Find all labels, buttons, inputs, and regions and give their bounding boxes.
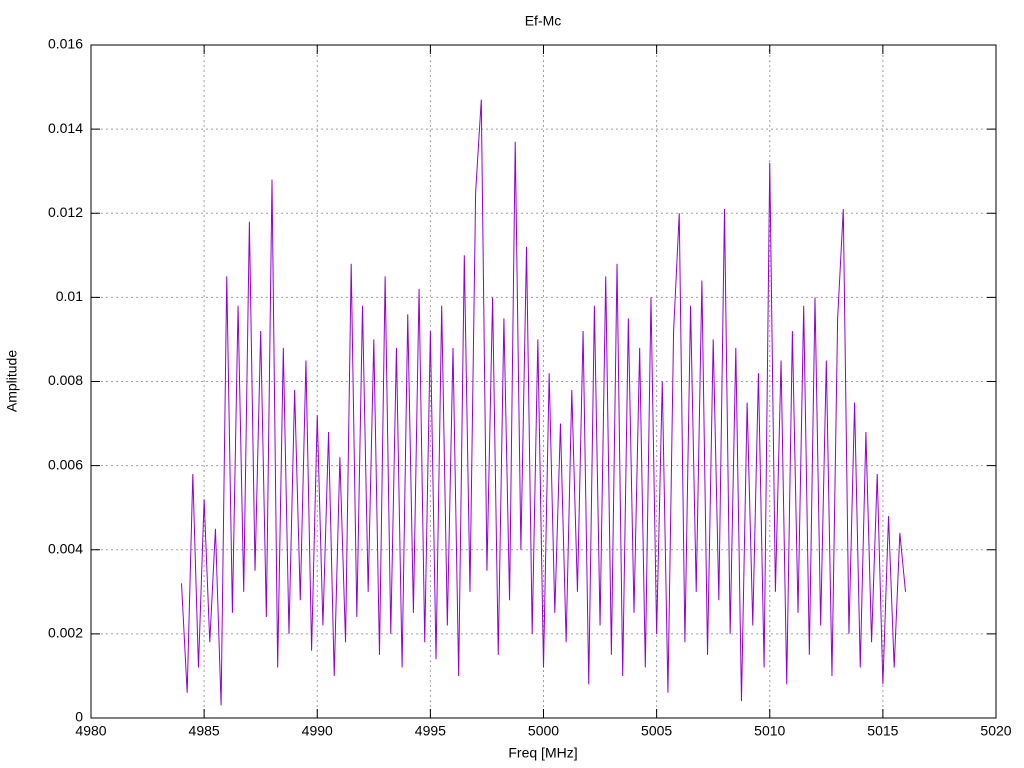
chart-title: Ef-Mc xyxy=(525,13,562,29)
y-tick-label: 0.016 xyxy=(48,36,83,52)
x-tick-label: 4990 xyxy=(302,723,333,739)
x-tick-label: 5005 xyxy=(641,723,672,739)
y-tick-label: 0.006 xyxy=(48,456,83,472)
y-tick-label: 0.012 xyxy=(48,204,83,220)
data-line xyxy=(181,99,906,706)
x-tick-label: 5015 xyxy=(867,723,898,739)
y-tick-label: 0.008 xyxy=(48,372,83,388)
y-tick-label: 0.01 xyxy=(56,288,83,304)
y-axis-label: Amplitude xyxy=(4,350,20,412)
x-tick-label: 5010 xyxy=(754,723,785,739)
y-tick-label: 0.014 xyxy=(48,120,83,136)
x-tick-label: 4980 xyxy=(75,723,106,739)
x-tick-label: 4995 xyxy=(415,723,446,739)
x-tick-label: 5000 xyxy=(528,723,559,739)
y-tick-label: 0 xyxy=(75,709,83,725)
plot-border xyxy=(90,44,997,719)
x-axis-label: Freq [MHz] xyxy=(508,745,577,761)
y-tick-label: 0.002 xyxy=(48,625,83,641)
y-tick-label: 0.004 xyxy=(48,540,83,556)
x-tick-label: 4985 xyxy=(189,723,220,739)
x-tick-label: 5020 xyxy=(980,723,1011,739)
